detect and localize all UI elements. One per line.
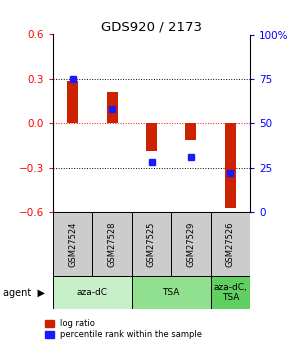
FancyBboxPatch shape [171, 212, 211, 276]
Bar [146, 124, 157, 151]
Text: TSA: TSA [162, 288, 180, 297]
FancyBboxPatch shape [211, 276, 250, 309]
Text: aza-dC: aza-dC [77, 288, 108, 297]
Text: GSM27529: GSM27529 [186, 221, 195, 267]
Bar [107, 91, 118, 124]
Text: GSM27525: GSM27525 [147, 221, 156, 267]
Bar [67, 81, 78, 124]
FancyBboxPatch shape [132, 212, 171, 276]
FancyBboxPatch shape [211, 212, 250, 276]
Text: GSM27524: GSM27524 [68, 221, 77, 267]
FancyBboxPatch shape [132, 276, 211, 309]
Text: aza-dC,
TSA: aza-dC, TSA [213, 283, 247, 302]
FancyBboxPatch shape [53, 276, 132, 309]
FancyBboxPatch shape [92, 212, 132, 276]
Legend: log ratio, percentile rank within the sample: log ratio, percentile rank within the sa… [44, 317, 204, 341]
Text: GSM27526: GSM27526 [226, 221, 235, 267]
Bar [185, 124, 196, 140]
Text: agent  ▶: agent ▶ [3, 288, 45, 297]
Text: GSM27528: GSM27528 [108, 221, 117, 267]
Title: GDS920 / 2173: GDS920 / 2173 [101, 20, 202, 33]
FancyBboxPatch shape [53, 212, 92, 276]
Bar [225, 124, 236, 208]
